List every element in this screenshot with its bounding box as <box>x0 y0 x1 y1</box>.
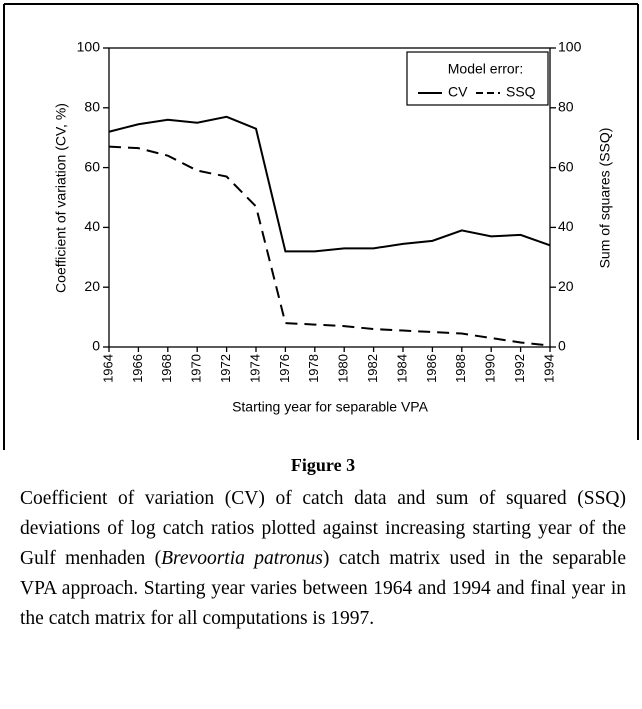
x-tick-label: 1984 <box>394 354 409 383</box>
caption: Figure 3 Coefficient of variation (CV) o… <box>20 450 626 634</box>
y2-tick-label: 0 <box>558 338 566 354</box>
x-tick-label: 1972 <box>218 354 233 383</box>
x-axis-label: Starting year for separable VPA <box>232 399 429 415</box>
y-tick-label: 100 <box>77 39 101 55</box>
y2-axis-label: Sum of squares (SSQ) <box>597 128 613 269</box>
y-tick-label: 60 <box>84 158 100 174</box>
caption-text-part: Coefficient of variation (CV) of catch d… <box>20 488 626 569</box>
y2-tick-label: 20 <box>558 278 574 294</box>
y2-tick-label: 80 <box>558 99 574 115</box>
y2-tick-label: 60 <box>558 158 574 174</box>
y-tick-label: 80 <box>84 99 100 115</box>
x-tick-label: 1980 <box>336 354 351 383</box>
x-tick-label: 1978 <box>306 354 321 383</box>
x-tick-label: 1990 <box>483 354 498 383</box>
x-tick-label: 1992 <box>512 354 527 383</box>
x-tick-label: 1968 <box>159 354 174 383</box>
legend-title: Model error: <box>448 61 523 77</box>
y-axis-label: Coefficient of variation (CV, %) <box>53 103 69 293</box>
legend-label: SSQ <box>506 84 536 100</box>
x-tick-label: 1994 <box>541 354 556 383</box>
legend-label: CV <box>448 84 468 100</box>
x-tick-label: 1964 <box>100 354 115 383</box>
caption-text: Coefficient of variation (CV) of catch d… <box>20 484 626 634</box>
plot-frame <box>108 47 551 348</box>
y2-tick-label: 100 <box>558 39 582 55</box>
caption-title: Figure 3 <box>290 455 356 475</box>
y-tick-label: 20 <box>84 278 100 294</box>
legend-box <box>406 51 549 106</box>
y2-tick-label: 40 <box>558 218 574 234</box>
series-line <box>108 145 551 347</box>
x-tick-label: 1986 <box>424 354 439 383</box>
chart: Starting year for separable VPA Coeffici… <box>3 3 639 450</box>
caption-species: Brevoortia patronus <box>161 548 323 569</box>
y-tick-label: 0 <box>92 338 100 354</box>
x-tick-label: 1976 <box>277 354 292 383</box>
caption-text-part: ) catch matrix used in the separable VPA… <box>20 548 627 629</box>
x-tick-label: 1966 <box>130 354 145 383</box>
x-tick-label: 1982 <box>365 354 380 383</box>
x-tick-label: 1988 <box>453 354 468 383</box>
y-tick-label: 40 <box>84 218 100 234</box>
series-line <box>108 115 551 253</box>
x-tick-label: 1970 <box>189 354 204 383</box>
x-tick-label: 1974 <box>247 354 262 383</box>
